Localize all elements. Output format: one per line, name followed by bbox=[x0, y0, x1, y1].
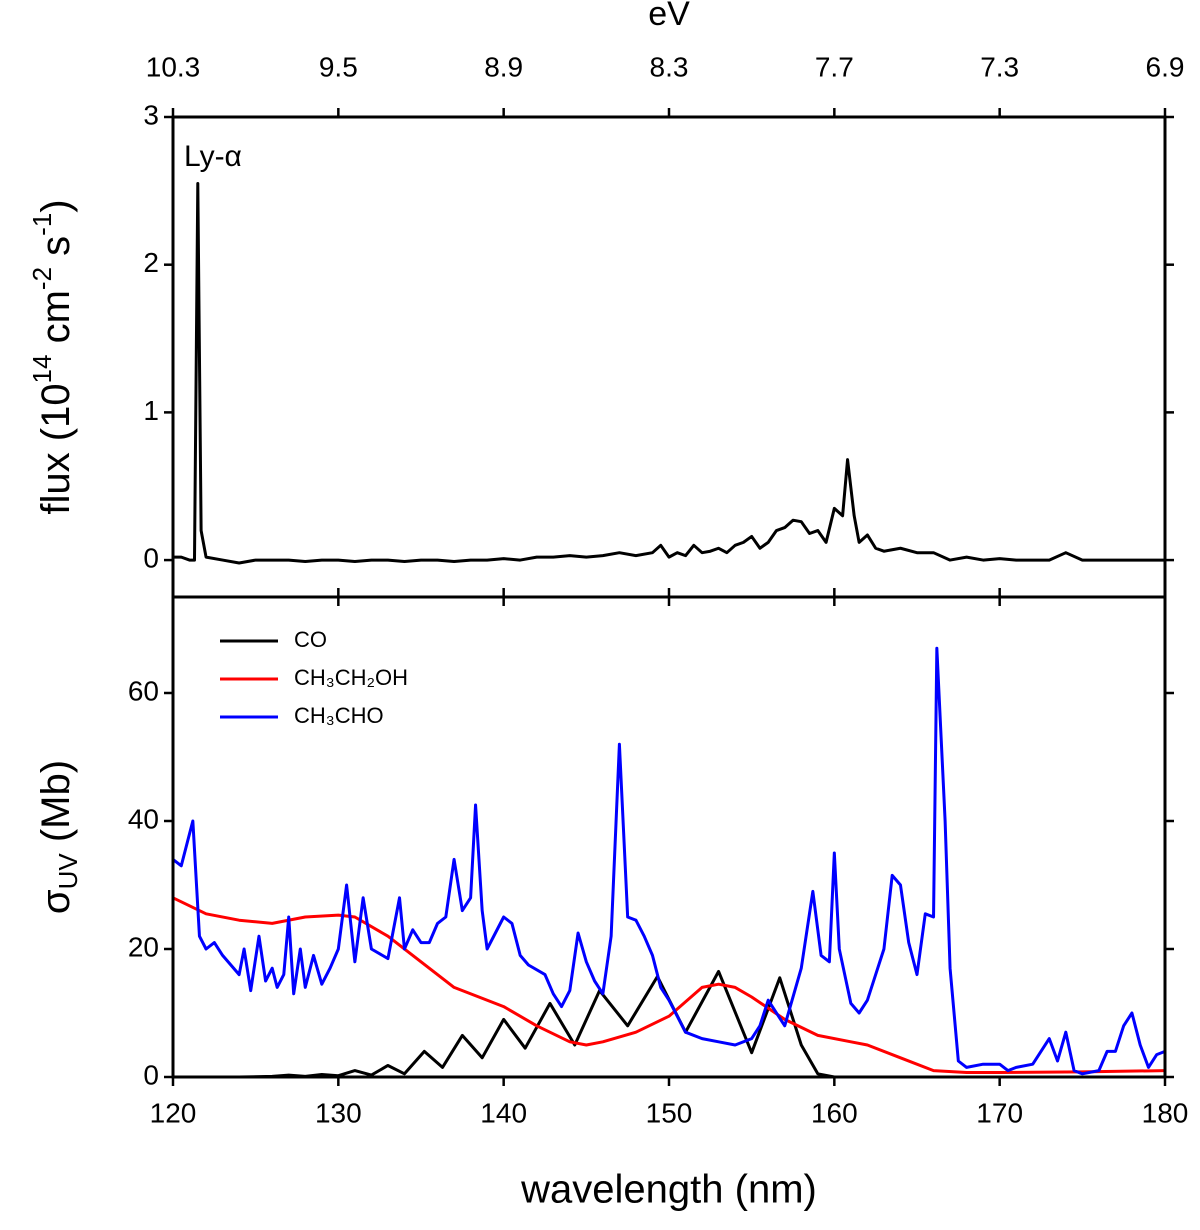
data-line bbox=[172, 896, 1166, 1075]
y-axis-label-part: -2 bbox=[27, 267, 57, 290]
x-axis-label: wavelength (nm) bbox=[520, 1168, 817, 1212]
legend-label: CH₃CH₂OH bbox=[294, 665, 408, 690]
y-axis-label-part: s bbox=[34, 236, 78, 267]
y-tick-label: 3 bbox=[143, 99, 159, 130]
data-line bbox=[172, 646, 1166, 1076]
y-tick-label: 1 bbox=[143, 395, 159, 426]
y-axis-label-part: 14 bbox=[27, 355, 57, 384]
x-tick-label: 140 bbox=[480, 1097, 527, 1128]
x-tick-label: 160 bbox=[811, 1097, 858, 1128]
x2-axis-label: eV bbox=[648, 0, 690, 33]
x-tick-label: 150 bbox=[646, 1097, 693, 1128]
x2-tick-label: 7.3 bbox=[980, 51, 1019, 82]
x2-tick-label: 9.5 bbox=[319, 51, 358, 82]
y-axis-label-part: UV bbox=[53, 853, 83, 890]
x2-tick-label: 6.9 bbox=[1146, 51, 1185, 82]
y-axis-label-part: ) bbox=[34, 199, 78, 212]
data-line bbox=[173, 181, 1165, 565]
x-tick-label: 130 bbox=[315, 1097, 362, 1128]
x-tick-label: 180 bbox=[1142, 1097, 1189, 1128]
annotation: Ly-α bbox=[184, 140, 242, 173]
y-tick-label: 40 bbox=[128, 803, 159, 834]
x2-tick-label: 7.7 bbox=[815, 51, 854, 82]
x2-tick-label: 10.3 bbox=[146, 51, 201, 82]
x2-tick-label: 8.3 bbox=[650, 51, 689, 82]
y-tick-label: 2 bbox=[143, 247, 159, 278]
y-axis-label-part: flux (10 bbox=[34, 383, 78, 514]
data-line bbox=[173, 969, 1165, 1079]
y-tick-label: 20 bbox=[128, 931, 159, 962]
y-axis-label: σUV (Mb) bbox=[34, 760, 83, 914]
y-tick-label: 0 bbox=[143, 542, 159, 573]
y-tick-label: 60 bbox=[128, 675, 159, 706]
y-axis-label-part: (Mb) bbox=[34, 760, 78, 853]
y-axis-label: flux (1014 cm-2 s-1) bbox=[27, 199, 78, 514]
x-tick-label: 170 bbox=[976, 1097, 1023, 1128]
legend-label: CO bbox=[294, 627, 327, 652]
y-axis-label-part: σ bbox=[34, 889, 78, 914]
x2-tick-label: 8.9 bbox=[484, 51, 523, 82]
y-axis-label-part: cm bbox=[34, 290, 78, 354]
y-axis-label-part: -1 bbox=[27, 213, 57, 236]
legend-label: CH₃CHO bbox=[294, 703, 384, 728]
x-tick-label: 120 bbox=[150, 1097, 197, 1128]
plot-frame bbox=[171, 115, 1167, 599]
plot-frame bbox=[171, 595, 1167, 1079]
y-tick-label: 0 bbox=[143, 1059, 159, 1090]
